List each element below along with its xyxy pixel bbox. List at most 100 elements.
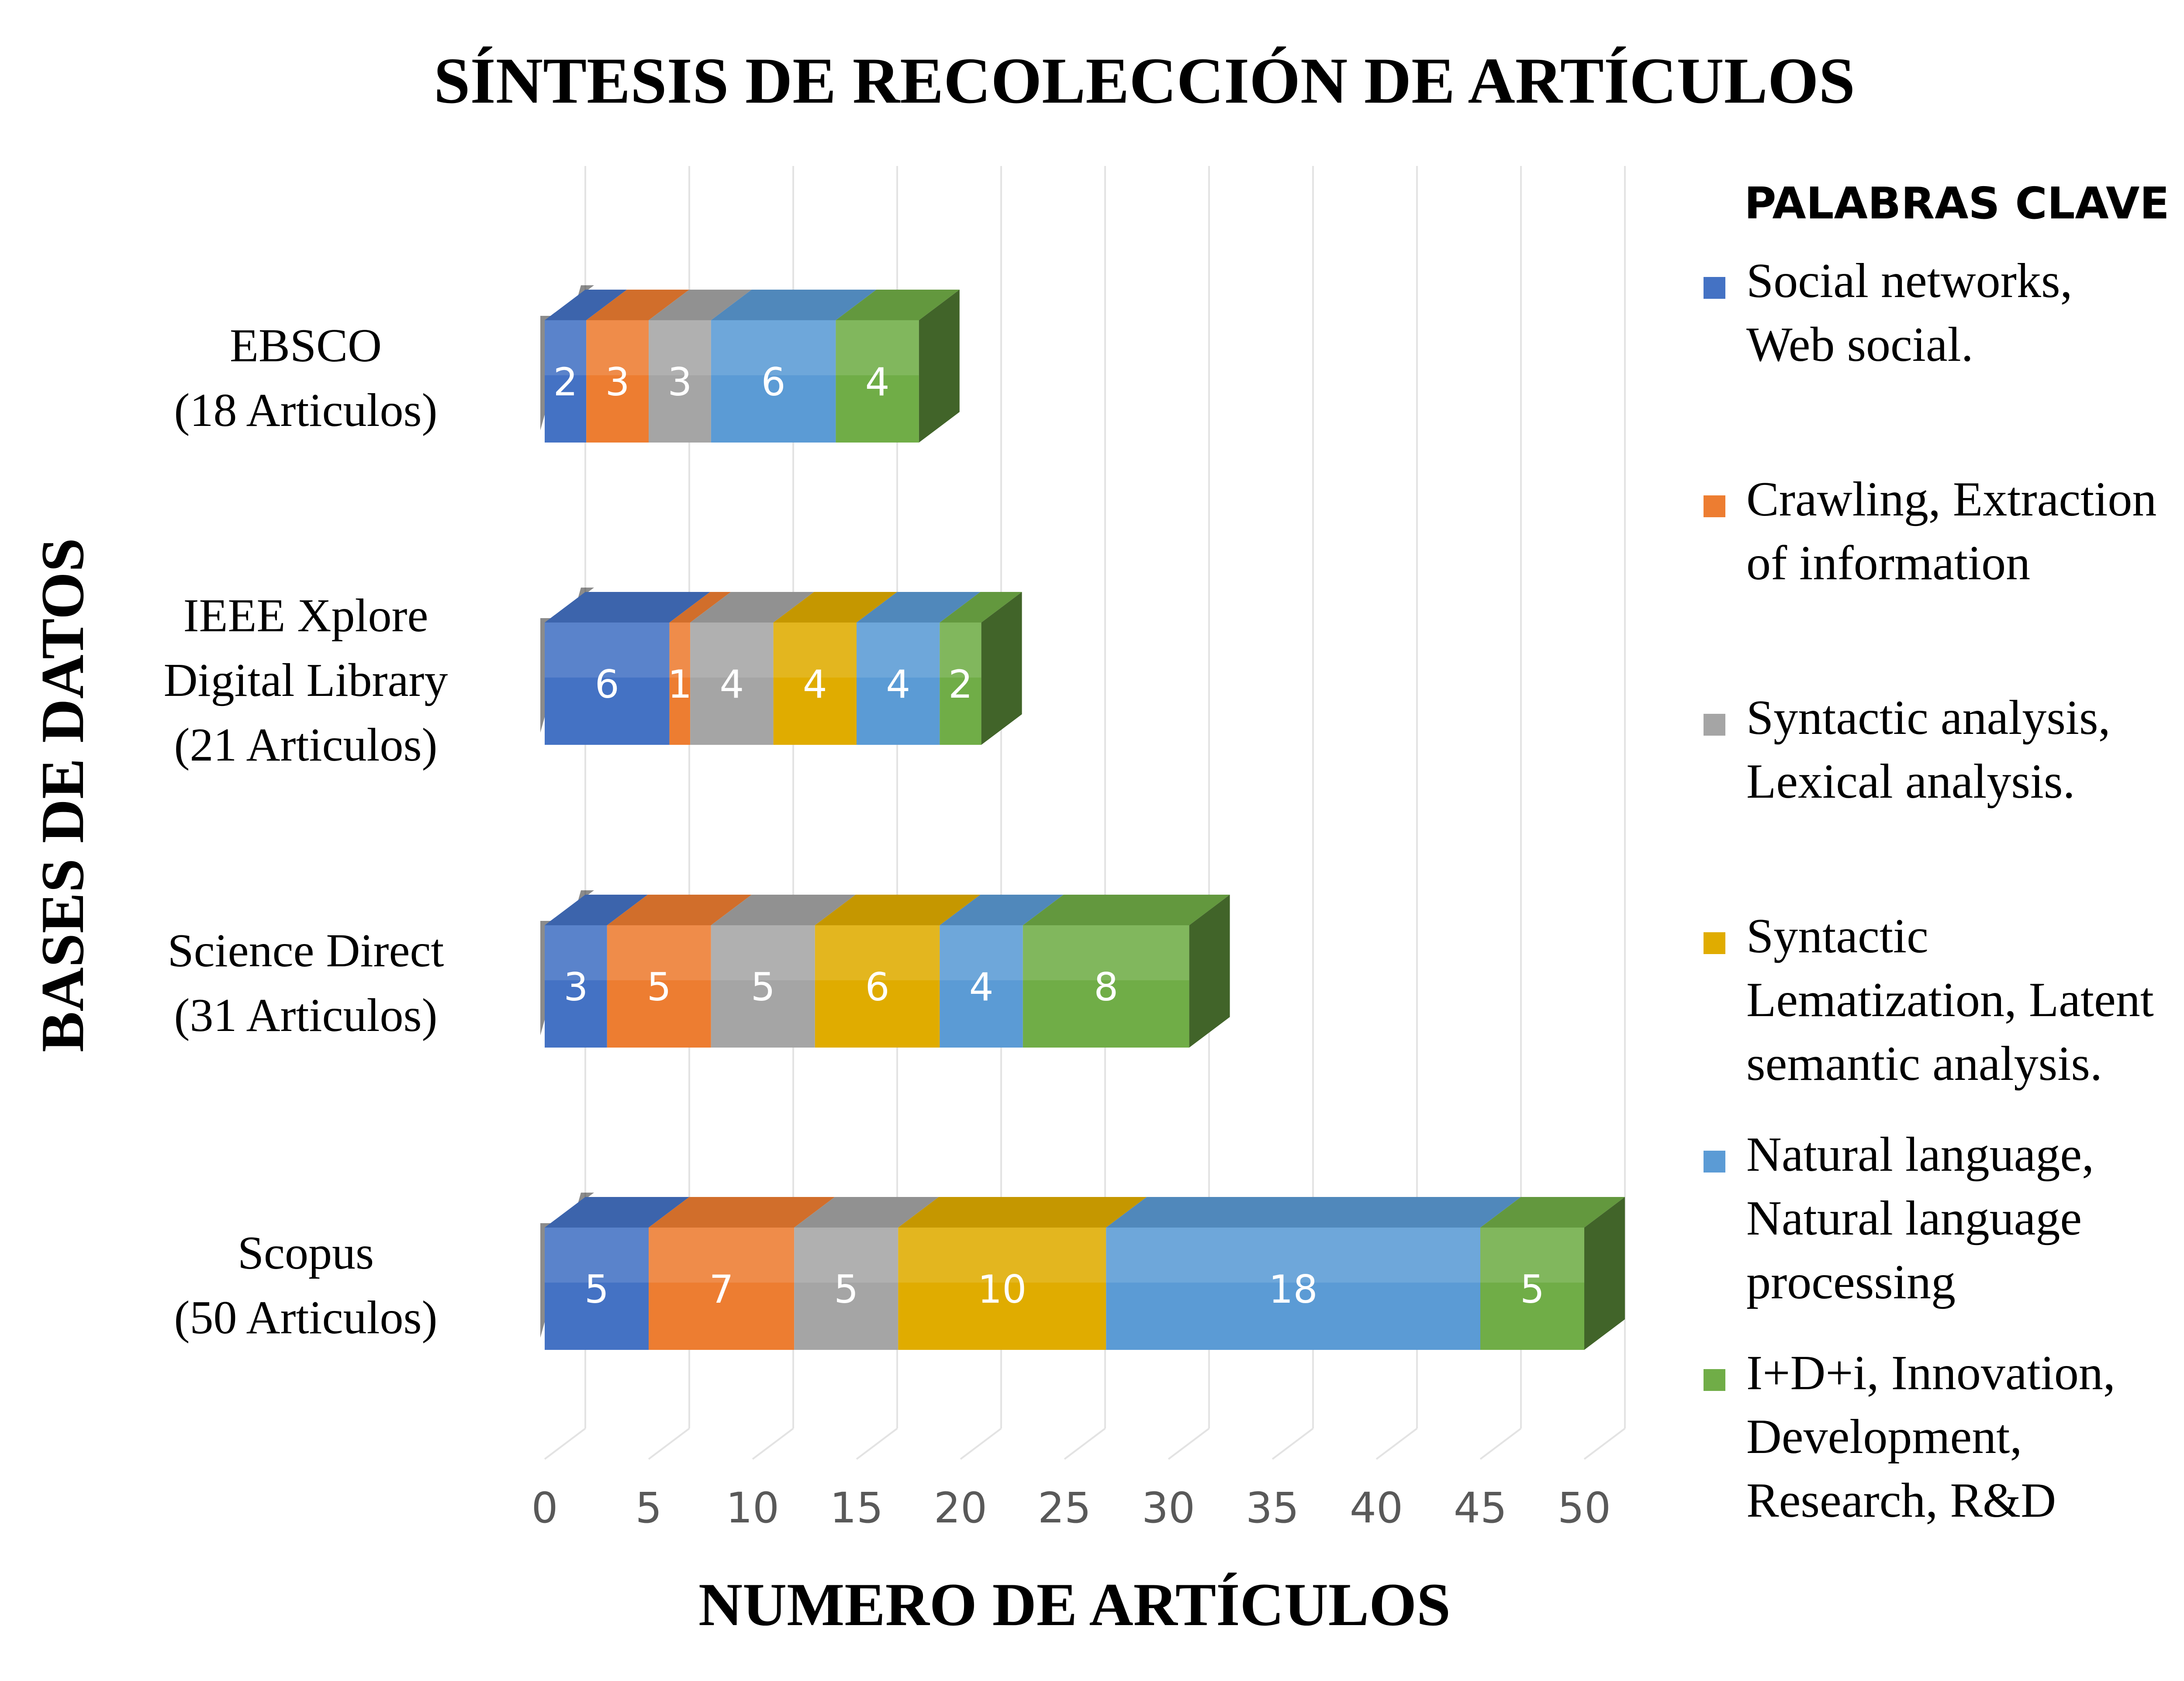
bar-highlight xyxy=(545,320,587,375)
category-label: EBSCO xyxy=(230,320,382,372)
data-label: 5 xyxy=(647,965,671,1010)
bar-segment xyxy=(649,320,711,443)
x-axis-ticks: 0 5 10 15 20 25 30 35 40 45 50 xyxy=(531,1484,1611,1532)
bar-segment xyxy=(857,623,940,745)
x-tick-label: 40 xyxy=(1350,1484,1403,1532)
bar-highlight xyxy=(545,925,607,980)
legend-label: Crawling, Extraction xyxy=(1746,472,2156,526)
bar-segment xyxy=(1480,1228,1584,1350)
x-tick-label: 35 xyxy=(1246,1484,1299,1532)
legend-swatch xyxy=(1704,932,1725,954)
floor-gridline xyxy=(648,1428,690,1460)
bar-top-face xyxy=(586,290,689,320)
data-label: 4 xyxy=(969,965,994,1010)
data-label: 2 xyxy=(553,360,578,405)
floor-gridline xyxy=(1272,1428,1314,1460)
data-label: 18 xyxy=(1269,1267,1318,1312)
legend-item: Syntactic Lematization, Latent semantic an… xyxy=(1704,909,2154,1091)
bar-top-face xyxy=(1106,1197,1521,1228)
legend-label: Web social. xyxy=(1746,318,1973,372)
data-label: 7 xyxy=(709,1267,734,1312)
data-label: 4 xyxy=(865,360,890,405)
bar-top-face xyxy=(711,290,877,320)
data-label: 5 xyxy=(834,1267,858,1312)
data-label: 5 xyxy=(1520,1267,1545,1312)
bar-top-face xyxy=(545,895,648,925)
bar-segment xyxy=(586,320,649,443)
bar-top-face xyxy=(1480,1197,1625,1228)
data-label: 6 xyxy=(761,360,786,405)
category-label: (31 Articulos) xyxy=(174,989,438,1041)
legend-label: Lematization, Latent xyxy=(1746,973,2154,1027)
bar-segment xyxy=(545,925,607,1048)
bar-top-face xyxy=(836,290,960,320)
legend-swatch xyxy=(1704,714,1725,736)
bar-highlight xyxy=(545,1228,649,1283)
x-tick-label: 15 xyxy=(830,1484,883,1532)
x-tick-label: 30 xyxy=(1142,1484,1195,1532)
bar-top-face xyxy=(857,592,981,623)
floor-gridline xyxy=(544,1428,586,1460)
category-label: (21 Articulos) xyxy=(174,719,438,771)
floor-gridline xyxy=(752,1428,794,1460)
data-label: 1 xyxy=(667,662,692,707)
bar-highlight xyxy=(649,320,711,375)
bar-top-face xyxy=(545,290,627,320)
floor-gridline xyxy=(1375,1428,1418,1460)
bar-end-face xyxy=(1189,895,1230,1048)
category-label: IEEE Xplore xyxy=(183,590,429,642)
bar-segment xyxy=(649,1228,795,1350)
bar-highlight xyxy=(1106,1228,1480,1283)
data-label: 4 xyxy=(803,662,827,707)
bar-end-face xyxy=(1584,1197,1625,1350)
data-label: 5 xyxy=(751,965,775,1010)
legend-item: Natural language, Natural language process… xyxy=(1704,1128,2094,1309)
legend-title: PALABRAS CLAVE xyxy=(1744,178,2170,229)
bar-top-face xyxy=(711,895,856,925)
bars: 2 3 3 6 46 1 4 4 4 23 5 5 6 4 85 7 5 10 18 5 xyxy=(540,285,1625,1350)
bar-top-face xyxy=(669,592,731,623)
data-label: 4 xyxy=(719,662,744,707)
legend-swatch xyxy=(1704,1369,1725,1391)
data-label: 6 xyxy=(865,965,890,1010)
category-label: (18 Articulos) xyxy=(174,384,438,436)
y-axis-title: BASES DE DATOS xyxy=(29,538,97,1052)
legend-label: semantic analysis. xyxy=(1746,1037,2102,1091)
bar-end-face xyxy=(981,592,1022,745)
bar-segment xyxy=(669,623,691,745)
bar-end-face xyxy=(919,290,960,443)
legend-swatch xyxy=(1704,495,1725,517)
bar-segment xyxy=(1106,1228,1480,1350)
bar-highlight xyxy=(711,925,815,980)
data-label: 6 xyxy=(595,662,619,707)
data-label: 10 xyxy=(978,1267,1026,1312)
data-label: 3 xyxy=(563,965,588,1010)
legend-label: Natural language xyxy=(1746,1191,2082,1245)
legend-item: Crawling, Extraction of information xyxy=(1704,472,2156,590)
bar-top-face xyxy=(649,1197,835,1228)
bar-segment xyxy=(836,320,919,443)
x-tick-label: 10 xyxy=(726,1484,779,1532)
legend-label: Lexical analysis. xyxy=(1746,754,2075,809)
bar-highlight xyxy=(649,1228,795,1283)
x-axis-title: NUMERO DE ARTÍCULOS xyxy=(698,1571,1451,1639)
bar-row: 3 5 5 6 4 8 xyxy=(540,890,1230,1048)
bar-top-face xyxy=(607,895,752,925)
bar-top-face xyxy=(898,1197,1147,1228)
bar-segment xyxy=(711,320,836,443)
data-label: 2 xyxy=(948,662,973,707)
bar-top-face xyxy=(649,290,752,320)
bar-segment xyxy=(898,1228,1106,1350)
data-label: 5 xyxy=(584,1267,609,1312)
legend-item: Syntactic analysis, Lexical analysis. xyxy=(1704,691,2111,809)
floor-gridline xyxy=(1583,1428,1626,1460)
bar-segment xyxy=(940,925,1023,1048)
floor-gridline xyxy=(1064,1428,1106,1460)
legend-item: I+D+i, Innovation, Development, Research, … xyxy=(1704,1346,2115,1528)
legend-label: Syntactic xyxy=(1746,909,1928,963)
bar-highlight xyxy=(815,925,940,980)
legend-label: Syntactic analysis, xyxy=(1746,691,2111,745)
bar-top-face xyxy=(773,592,897,623)
